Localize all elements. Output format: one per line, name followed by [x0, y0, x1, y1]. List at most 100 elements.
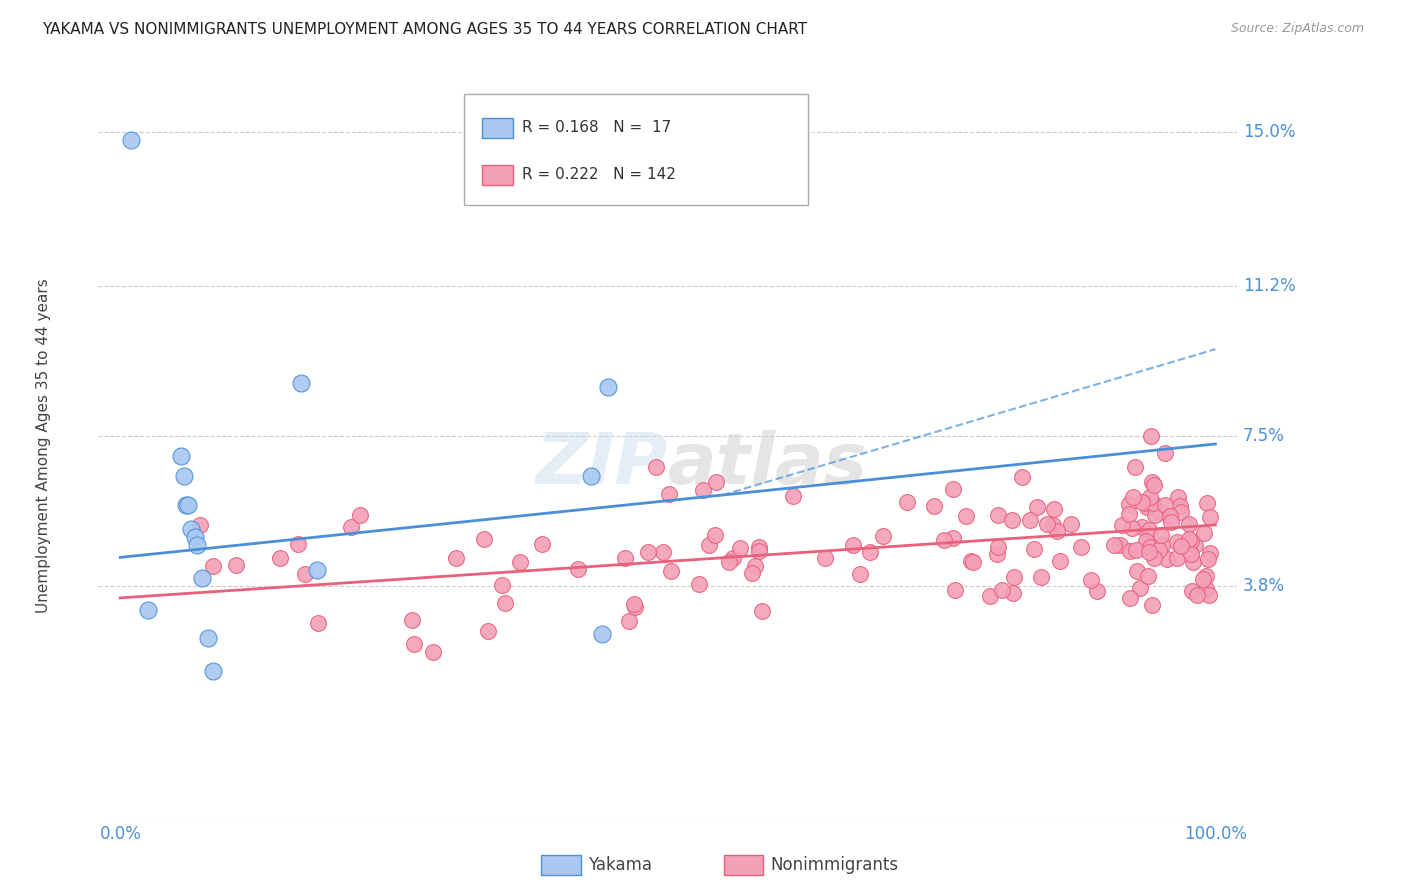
- Point: [814, 551, 837, 566]
- Point: [658, 487, 681, 501]
- Point: [1029, 570, 1052, 584]
- Point: [1139, 543, 1161, 558]
- Point: [987, 540, 1010, 554]
- Point: [1022, 541, 1045, 556]
- Point: [728, 541, 751, 556]
- Point: [180, 522, 202, 536]
- Point: [1142, 496, 1164, 510]
- Point: [1036, 516, 1059, 531]
- Point: [1135, 496, 1157, 510]
- Point: [1130, 495, 1153, 509]
- Point: [530, 537, 553, 551]
- Point: [567, 561, 589, 575]
- Point: [1167, 490, 1189, 504]
- Point: [703, 528, 725, 542]
- Point: [652, 544, 675, 558]
- Point: [1180, 533, 1202, 548]
- Point: [748, 543, 770, 558]
- Point: [269, 551, 291, 566]
- Text: R = 0.168   N =  17: R = 0.168 N = 17: [522, 120, 671, 136]
- Point: [1085, 584, 1108, 599]
- Point: [659, 564, 682, 578]
- Point: [1122, 490, 1144, 504]
- Point: [991, 583, 1014, 598]
- Point: [1111, 517, 1133, 532]
- Text: 11.2%: 11.2%: [1243, 277, 1295, 295]
- Point: [225, 558, 247, 573]
- Point: [1153, 499, 1175, 513]
- Point: [579, 469, 602, 483]
- Point: [1166, 550, 1188, 565]
- Text: R = 0.222   N = 142: R = 0.222 N = 142: [522, 168, 675, 183]
- Point: [751, 604, 773, 618]
- Point: [120, 133, 142, 147]
- Text: Yakama: Yakama: [588, 856, 652, 874]
- Point: [987, 508, 1010, 523]
- Text: 100.0%: 100.0%: [1184, 825, 1247, 843]
- Point: [1166, 535, 1188, 549]
- Point: [422, 645, 444, 659]
- Point: [402, 636, 425, 650]
- Point: [188, 518, 211, 533]
- Point: [1125, 564, 1147, 578]
- Point: [1002, 586, 1025, 600]
- Point: [1185, 588, 1208, 602]
- Point: [1123, 459, 1146, 474]
- Point: [509, 555, 531, 569]
- Point: [446, 550, 468, 565]
- Point: [1129, 582, 1152, 596]
- Point: [596, 380, 619, 394]
- Point: [934, 533, 956, 547]
- Point: [1178, 532, 1201, 546]
- Point: [1049, 554, 1071, 568]
- Point: [986, 547, 1008, 561]
- Point: [1170, 505, 1192, 519]
- Point: [644, 459, 666, 474]
- Point: [136, 603, 159, 617]
- Point: [1139, 429, 1161, 443]
- Point: [1119, 544, 1142, 558]
- Point: [623, 597, 645, 611]
- Point: [1135, 533, 1157, 548]
- Point: [1140, 598, 1163, 612]
- Text: atlas: atlas: [668, 430, 868, 499]
- Point: [1154, 446, 1177, 460]
- Point: [1192, 525, 1215, 540]
- Point: [191, 571, 214, 585]
- Point: [962, 555, 984, 569]
- Point: [1192, 572, 1215, 586]
- Point: [1197, 551, 1219, 566]
- Point: [472, 532, 495, 546]
- Point: [979, 590, 1001, 604]
- Point: [197, 632, 219, 646]
- Point: [173, 469, 195, 483]
- Point: [1160, 516, 1182, 530]
- Point: [1136, 500, 1159, 514]
- Point: [307, 615, 329, 630]
- Point: [941, 531, 963, 545]
- Point: [1149, 504, 1171, 518]
- Text: Unemployment Among Ages 35 to 44 years: Unemployment Among Ages 35 to 44 years: [37, 278, 51, 614]
- Point: [1139, 541, 1161, 555]
- Point: [1025, 500, 1047, 514]
- Point: [339, 520, 361, 534]
- Point: [1137, 523, 1160, 537]
- Point: [896, 495, 918, 509]
- Point: [1182, 555, 1205, 569]
- Point: [841, 538, 863, 552]
- Point: [1125, 543, 1147, 558]
- Text: 7.5%: 7.5%: [1243, 427, 1285, 445]
- Point: [174, 498, 197, 512]
- Point: [1143, 478, 1166, 492]
- Point: [1170, 539, 1192, 553]
- Text: Source: ZipAtlas.com: Source: ZipAtlas.com: [1230, 22, 1364, 36]
- Point: [1121, 521, 1143, 535]
- Point: [1150, 527, 1173, 541]
- Point: [184, 530, 207, 544]
- Point: [744, 559, 766, 574]
- Point: [477, 624, 499, 638]
- Point: [692, 483, 714, 497]
- Point: [697, 538, 720, 552]
- Point: [1156, 552, 1178, 566]
- Point: [307, 562, 329, 576]
